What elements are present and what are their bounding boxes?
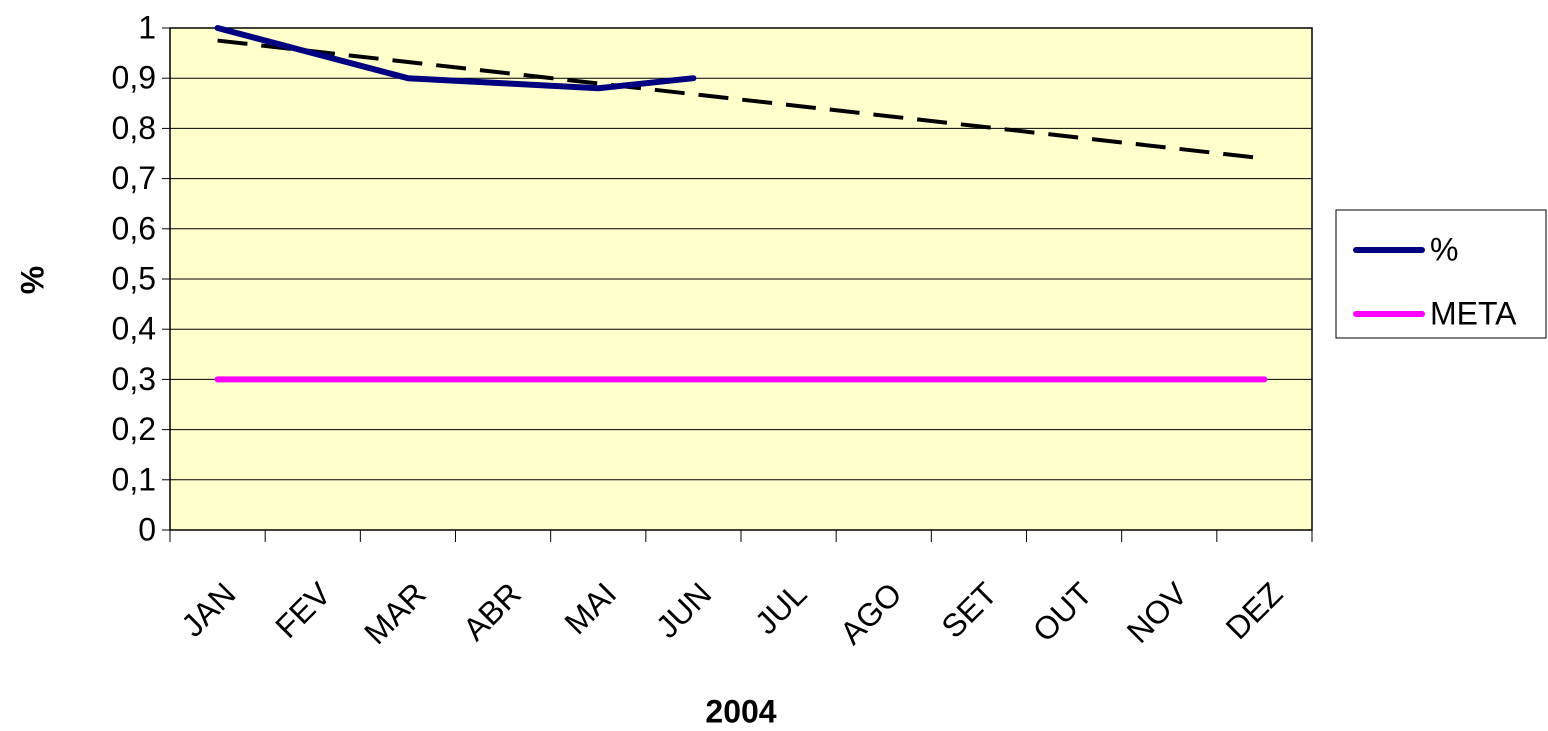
x-tick-label: JUN bbox=[649, 575, 718, 644]
x-tick-label: NOV bbox=[1120, 575, 1195, 650]
y-tick-label: 0,1 bbox=[112, 461, 156, 497]
x-tick-label: DEZ bbox=[1219, 575, 1290, 646]
legend-label: META bbox=[1430, 295, 1517, 331]
y-tick-label: 0 bbox=[138, 511, 156, 547]
y-tick-label: 1 bbox=[138, 9, 156, 45]
y-tick-label: 0,3 bbox=[112, 361, 156, 397]
y-tick-label: 0,7 bbox=[112, 160, 156, 196]
y-axis-label: % bbox=[14, 266, 50, 294]
y-tick-label: 0,9 bbox=[112, 60, 156, 96]
x-tick-label: JUL bbox=[748, 575, 814, 641]
y-tick-label: 0,8 bbox=[112, 110, 156, 146]
y-tick-label: 0,4 bbox=[112, 311, 156, 347]
x-tick-label: ABR bbox=[456, 575, 528, 647]
x-tick-label: OUT bbox=[1026, 575, 1099, 648]
x-tick-label: JAN bbox=[174, 575, 242, 643]
x-tick-label: FEV bbox=[268, 575, 338, 645]
y-tick-label: 0,6 bbox=[112, 210, 156, 246]
legend-label: % bbox=[1430, 231, 1458, 267]
y-tick-label: 0,2 bbox=[112, 411, 156, 447]
x-tick-label: MAR bbox=[357, 575, 433, 651]
x-tick-label: MAI bbox=[557, 575, 623, 641]
x-tick-label: AGO bbox=[833, 575, 909, 651]
x-tick-label: SET bbox=[934, 575, 1003, 644]
y-tick-label: 0,5 bbox=[112, 260, 156, 296]
series-line bbox=[214, 25, 697, 92]
x-axis-label: 2004 bbox=[705, 693, 776, 729]
